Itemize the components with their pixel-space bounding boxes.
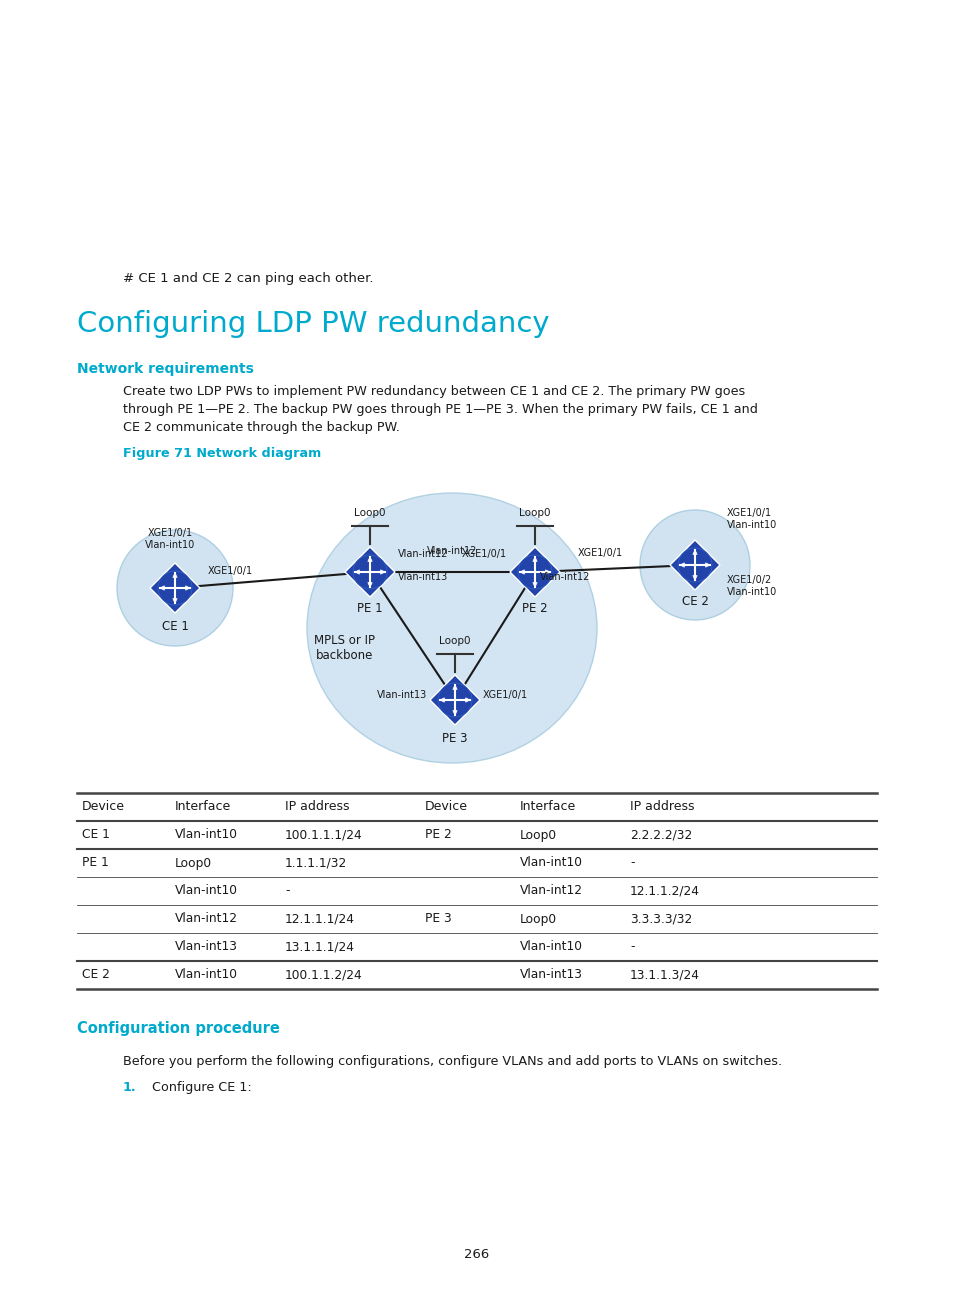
Text: 13.1.1.1/24: 13.1.1.1/24 bbox=[285, 941, 355, 954]
Text: Vlan-int10: Vlan-int10 bbox=[519, 941, 582, 954]
Text: # CE 1 and CE 2 can ping each other.: # CE 1 and CE 2 can ping each other. bbox=[123, 272, 374, 285]
Text: -: - bbox=[629, 941, 634, 954]
Text: XGE1/0/2
Vlan-int10: XGE1/0/2 Vlan-int10 bbox=[726, 575, 777, 596]
Polygon shape bbox=[380, 570, 385, 574]
Circle shape bbox=[117, 530, 233, 645]
Text: Before you perform the following configurations, configure VLANs and add ports t: Before you perform the following configu… bbox=[123, 1055, 781, 1068]
Text: 1.: 1. bbox=[123, 1081, 136, 1094]
Text: Loop0: Loop0 bbox=[519, 912, 557, 925]
Polygon shape bbox=[465, 697, 470, 702]
Polygon shape bbox=[519, 570, 524, 574]
Text: PE 3: PE 3 bbox=[442, 732, 467, 745]
Text: IP address: IP address bbox=[629, 801, 694, 814]
Polygon shape bbox=[439, 697, 444, 702]
Text: CE 2: CE 2 bbox=[680, 595, 708, 608]
Text: Device: Device bbox=[424, 801, 468, 814]
Circle shape bbox=[437, 683, 472, 717]
Text: Vlan-int10: Vlan-int10 bbox=[174, 828, 237, 841]
Circle shape bbox=[517, 555, 552, 588]
Text: XGE1/0/1
Vlan-int10: XGE1/0/1 Vlan-int10 bbox=[145, 529, 195, 550]
Circle shape bbox=[158, 572, 192, 605]
Text: Configuring LDP PW redundancy: Configuring LDP PW redundancy bbox=[77, 310, 549, 338]
Polygon shape bbox=[172, 599, 177, 603]
Text: Loop0: Loop0 bbox=[174, 857, 212, 870]
Polygon shape bbox=[368, 583, 372, 587]
Ellipse shape bbox=[307, 492, 597, 763]
Text: XGE1/0/1: XGE1/0/1 bbox=[577, 548, 622, 559]
Text: Interface: Interface bbox=[519, 801, 576, 814]
Text: Network requirements: Network requirements bbox=[77, 362, 253, 376]
Text: Vlan-int13: Vlan-int13 bbox=[174, 941, 237, 954]
Text: Vlan-int12: Vlan-int12 bbox=[174, 912, 237, 925]
Text: XGE1/0/1
Vlan-int10: XGE1/0/1 Vlan-int10 bbox=[726, 508, 777, 530]
Polygon shape bbox=[692, 575, 697, 581]
Polygon shape bbox=[160, 586, 164, 590]
Polygon shape bbox=[705, 562, 709, 568]
Polygon shape bbox=[545, 570, 550, 574]
Polygon shape bbox=[453, 710, 456, 715]
Text: 2.2.2.2/32: 2.2.2.2/32 bbox=[629, 828, 692, 841]
Text: CE 1: CE 1 bbox=[82, 828, 110, 841]
Text: Configuration procedure: Configuration procedure bbox=[77, 1021, 279, 1036]
Text: CE 1: CE 1 bbox=[161, 619, 189, 632]
Text: Loop0: Loop0 bbox=[518, 508, 550, 518]
Polygon shape bbox=[186, 586, 190, 590]
Polygon shape bbox=[345, 547, 395, 597]
Text: Vlan-int13: Vlan-int13 bbox=[519, 968, 582, 981]
Text: Device: Device bbox=[82, 801, 125, 814]
Text: 3.3.3.3/32: 3.3.3.3/32 bbox=[629, 912, 692, 925]
Circle shape bbox=[353, 555, 387, 588]
Text: Create two LDP PWs to implement PW redundancy between CE 1 and CE 2. The primary: Create two LDP PWs to implement PW redun… bbox=[123, 385, 757, 434]
Polygon shape bbox=[532, 583, 537, 587]
Polygon shape bbox=[679, 562, 683, 568]
Text: Figure 71 Network diagram: Figure 71 Network diagram bbox=[123, 447, 321, 460]
Text: IP address: IP address bbox=[285, 801, 349, 814]
Text: Vlan-int12: Vlan-int12 bbox=[539, 572, 590, 582]
Text: XGE1/0/1: XGE1/0/1 bbox=[482, 689, 528, 700]
Text: 100.1.1.2/24: 100.1.1.2/24 bbox=[285, 968, 362, 981]
Text: Vlan-int10: Vlan-int10 bbox=[174, 884, 237, 898]
Text: Vlan-int13: Vlan-int13 bbox=[397, 572, 448, 582]
Text: 13.1.1.3/24: 13.1.1.3/24 bbox=[629, 968, 700, 981]
Text: XGE1/0/1: XGE1/0/1 bbox=[461, 550, 506, 559]
Polygon shape bbox=[510, 547, 559, 597]
Text: PE 1: PE 1 bbox=[356, 603, 382, 616]
Text: 12.1.1.2/24: 12.1.1.2/24 bbox=[629, 884, 700, 898]
Polygon shape bbox=[532, 557, 537, 561]
Polygon shape bbox=[453, 686, 456, 689]
Text: PE 2: PE 2 bbox=[424, 828, 452, 841]
Text: MPLS or IP
backbone: MPLS or IP backbone bbox=[314, 634, 375, 662]
Polygon shape bbox=[368, 557, 372, 561]
Text: PE 3: PE 3 bbox=[424, 912, 452, 925]
Text: XGE1/0/1: XGE1/0/1 bbox=[207, 566, 253, 575]
Text: -: - bbox=[285, 884, 289, 898]
Text: Loop0: Loop0 bbox=[354, 508, 385, 518]
Circle shape bbox=[639, 511, 749, 619]
Polygon shape bbox=[150, 562, 200, 613]
Text: Loop0: Loop0 bbox=[438, 636, 470, 645]
Text: Loop0: Loop0 bbox=[519, 828, 557, 841]
Text: Configure CE 1:: Configure CE 1: bbox=[152, 1081, 252, 1094]
Polygon shape bbox=[430, 675, 479, 724]
Text: PE 2: PE 2 bbox=[521, 603, 547, 616]
Text: Vlan-int12: Vlan-int12 bbox=[427, 546, 477, 556]
Text: PE 1: PE 1 bbox=[82, 857, 109, 870]
Text: Vlan-int13: Vlan-int13 bbox=[376, 689, 427, 700]
Polygon shape bbox=[355, 570, 359, 574]
Polygon shape bbox=[692, 550, 697, 555]
Text: Vlan-int10: Vlan-int10 bbox=[519, 857, 582, 870]
Circle shape bbox=[678, 548, 711, 582]
Text: 12.1.1.1/24: 12.1.1.1/24 bbox=[285, 912, 355, 925]
Text: Interface: Interface bbox=[174, 801, 231, 814]
Text: -: - bbox=[629, 857, 634, 870]
Text: 100.1.1.1/24: 100.1.1.1/24 bbox=[285, 828, 362, 841]
Text: 266: 266 bbox=[464, 1248, 489, 1261]
Text: Vlan-int12: Vlan-int12 bbox=[397, 550, 448, 559]
Polygon shape bbox=[172, 573, 177, 578]
Polygon shape bbox=[669, 540, 720, 590]
Text: 1.1.1.1/32: 1.1.1.1/32 bbox=[285, 857, 347, 870]
Text: Vlan-int10: Vlan-int10 bbox=[174, 968, 237, 981]
Text: CE 2: CE 2 bbox=[82, 968, 110, 981]
Text: Vlan-int12: Vlan-int12 bbox=[519, 884, 582, 898]
